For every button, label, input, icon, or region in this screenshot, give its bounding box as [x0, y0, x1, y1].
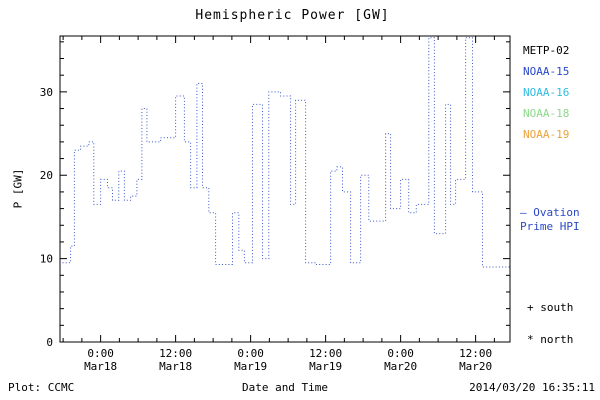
x-tick-date-label: Mar20: [384, 360, 417, 373]
x-tick-date-label: Mar20: [459, 360, 492, 373]
chart-title: Hemispheric Power [GW]: [195, 8, 390, 23]
plot-source-label: Plot: CCMC: [8, 381, 75, 394]
legend: METP-02 NOAA-15 NOAA-16 NOAA-18 NOAA-19: [523, 40, 569, 145]
north-marker-note: * north: [527, 333, 573, 346]
y-tick-label: 30: [40, 86, 53, 99]
x-tick-time-label: 0:00: [237, 347, 264, 360]
x-axis-title: Date and Time: [241, 381, 329, 394]
ovation-prime-hpi-label: — Ovation Prime HPI: [520, 206, 580, 234]
legend-item-metp-02: METP-02: [523, 44, 570, 57]
ovation-line-2: Prime HPI: [520, 220, 580, 233]
x-tick-date-label: Mar18: [84, 360, 117, 373]
x-tick-date-label: Mar19: [234, 360, 267, 373]
north-marker-symbol: *: [527, 333, 534, 346]
x-tick-time-label: 12:00: [159, 347, 192, 360]
x-tick-time-label: 12:00: [309, 347, 342, 360]
hpi-step-trace: [62, 37, 510, 268]
x-tick-date-label: Mar19: [309, 360, 342, 373]
legend-item-noaa-19: NOAA-19: [523, 128, 570, 141]
north-marker-label: north: [540, 333, 574, 346]
south-marker-label: south: [540, 301, 574, 314]
x-tick-time-label: 0:00: [87, 347, 114, 360]
axis-frame: [59, 35, 511, 343]
y-tick-label: 10: [40, 253, 53, 266]
plot-timestamp: 2014/03/20 16:35:11: [469, 381, 595, 394]
y-tick-label: 20: [40, 169, 53, 182]
legend-item-noaa-15: NOAA-15: [523, 65, 570, 78]
x-tick-time-label: 12:00: [459, 347, 492, 360]
x-tick-date-label: Mar18: [159, 360, 192, 373]
y-tick-label: 0: [46, 336, 53, 349]
south-marker-symbol: +: [527, 301, 534, 314]
south-marker-note: + south: [527, 301, 573, 314]
legend-item-noaa-16: NOAA-16: [523, 86, 570, 99]
ovation-line-1: — Ovation: [520, 206, 580, 219]
legend-item-noaa-18: NOAA-18: [523, 107, 570, 120]
x-tick-time-label: 0:00: [387, 347, 414, 360]
